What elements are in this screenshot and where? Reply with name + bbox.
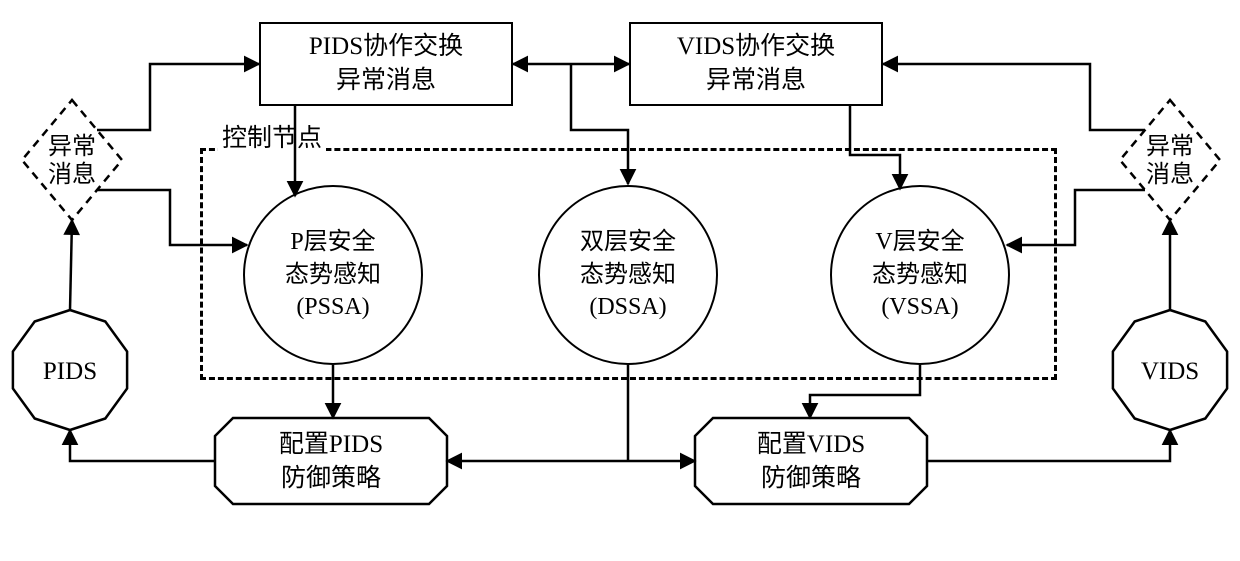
vssa-l2: 态势感知 bbox=[872, 259, 968, 291]
right-diamond: 异常 消息 bbox=[1120, 100, 1220, 220]
config-pids-box: 配置PIDS 防御策略 bbox=[215, 418, 447, 504]
control-node-label-text: 控制节点 bbox=[222, 125, 322, 152]
pids-exchange-l1: PIDS协作交换 bbox=[309, 33, 463, 60]
dssa-circle: 双层安全 态势感知 (DSSA) bbox=[538, 185, 718, 365]
pids-exchange-box: PIDS协作交换 异常消息 bbox=[259, 22, 513, 106]
config-vids-l2: 防御策略 bbox=[761, 464, 861, 492]
right-diamond-l2: 消息 bbox=[1146, 161, 1194, 188]
dssa-l2: 态势感知 bbox=[580, 259, 676, 291]
vids-exchange-box: VIDS协作交换 异常消息 bbox=[629, 22, 883, 106]
vids-decagon: VIDS bbox=[1113, 310, 1227, 430]
pssa-l3: (PSSA) bbox=[296, 291, 369, 323]
diagram-canvas: PIDS协作交换 异常消息 VIDS协作交换 异常消息 控制节点 P层安全 态势… bbox=[0, 0, 1240, 561]
pids-exchange-l2: 异常消息 bbox=[336, 67, 436, 94]
left-diamond-l1: 异常 bbox=[48, 133, 96, 160]
vssa-l3: (VSSA) bbox=[881, 291, 958, 323]
pids-decagon: PIDS bbox=[13, 310, 127, 430]
pssa-l2: 态势感知 bbox=[285, 259, 381, 291]
right-diamond-l1: 异常 bbox=[1146, 133, 1194, 160]
vssa-circle: V层安全 态势感知 (VSSA) bbox=[830, 185, 1010, 365]
pssa-circle: P层安全 态势感知 (PSSA) bbox=[243, 185, 423, 365]
left-diamond: 异常 消息 bbox=[22, 100, 122, 220]
vids-exchange-l1: VIDS协作交换 bbox=[677, 33, 835, 60]
left-diamond-l2: 消息 bbox=[48, 161, 96, 188]
vids-exchange-l2: 异常消息 bbox=[706, 67, 806, 94]
dssa-l1: 双层安全 bbox=[580, 226, 676, 258]
config-pids-l2: 防御策略 bbox=[281, 464, 381, 492]
vids-label: VIDS bbox=[1141, 358, 1199, 385]
config-vids-l1: 配置VIDS bbox=[757, 431, 865, 458]
pids-label: PIDS bbox=[43, 358, 97, 385]
pssa-l1: P层安全 bbox=[290, 226, 375, 258]
control-node-label: 控制节点 bbox=[218, 118, 326, 154]
config-vids-box: 配置VIDS 防御策略 bbox=[695, 418, 927, 504]
dssa-l3: (DSSA) bbox=[589, 291, 666, 323]
config-pids-l1: 配置PIDS bbox=[279, 431, 383, 458]
vssa-l1: V层安全 bbox=[875, 226, 964, 258]
